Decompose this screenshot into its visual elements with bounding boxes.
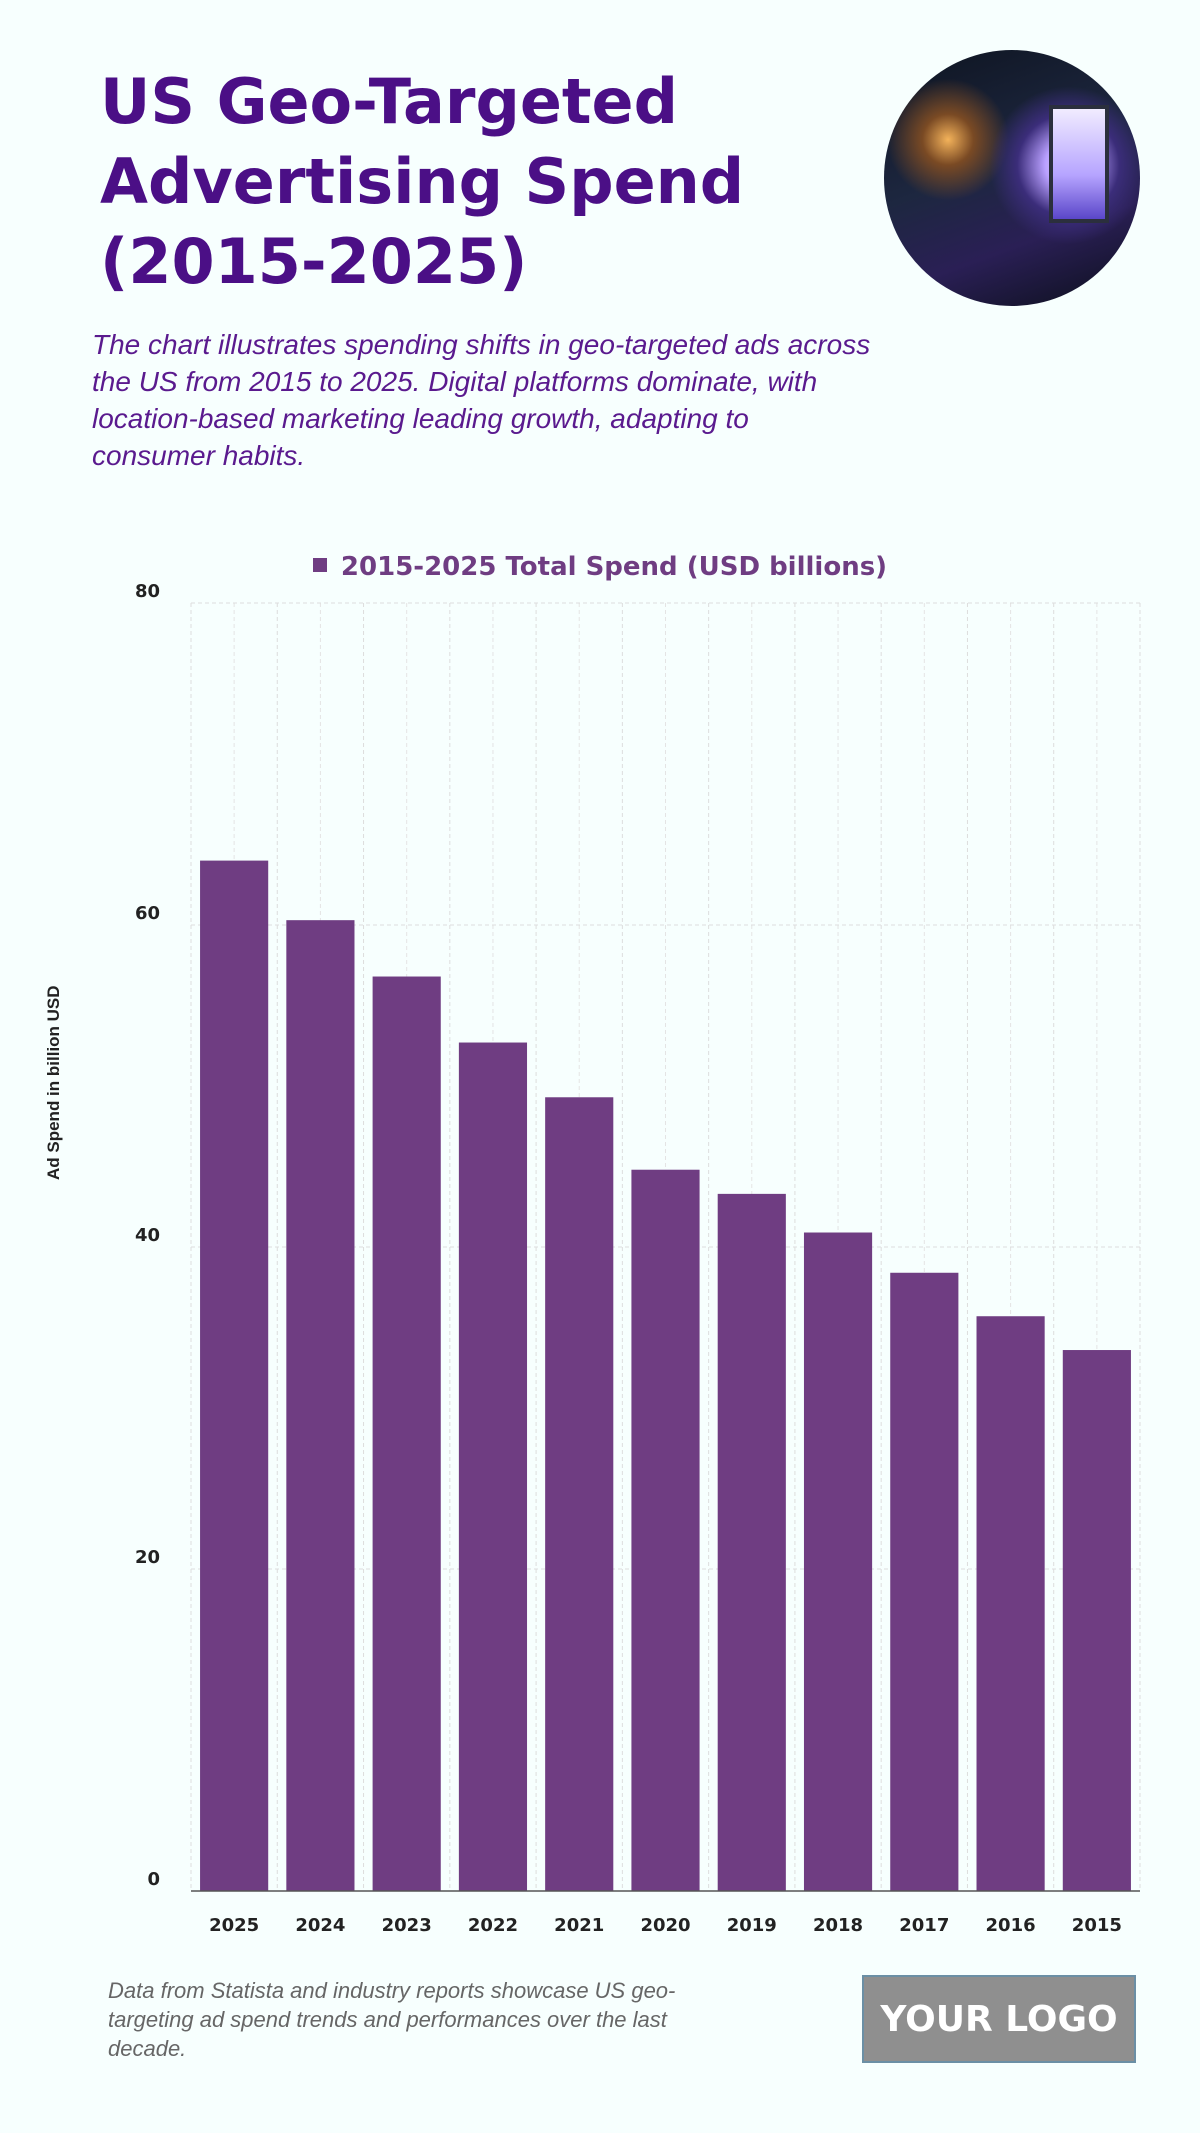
logo-placeholder: YOUR LOGO: [862, 1975, 1136, 2063]
page-subtitle: The chart illustrates spending shifts in…: [92, 329, 871, 471]
x-tick-label: 2023: [382, 1915, 432, 1936]
bar-2018: [803, 1232, 873, 1891]
bar-2024: [286, 920, 355, 1891]
x-tick-label: 2018: [813, 1915, 863, 1936]
chart-legend: 2015-2025 Total Spend (USD billions): [0, 552, 1200, 582]
x-tick-label: 2015: [1072, 1915, 1122, 1936]
page-title: US Geo-Targeted Advertising Spend (2015-…: [100, 65, 745, 298]
bar-2016: [976, 1316, 1045, 1891]
x-tick-label: 2025: [209, 1915, 259, 1936]
x-tick-label: 2017: [899, 1915, 949, 1936]
x-tick-label: 2019: [727, 1915, 777, 1936]
x-tick-label: 2024: [295, 1915, 345, 1936]
y-tick-label: 40: [135, 1225, 160, 1246]
bar-2025: [200, 860, 269, 1891]
bar-2019: [717, 1193, 786, 1891]
bar-2022: [458, 1042, 528, 1891]
bar-2021: [545, 1097, 614, 1891]
bar-2023: [372, 976, 441, 1891]
bar-2017: [890, 1272, 959, 1891]
x-tick-label: 2021: [554, 1915, 604, 1936]
footer-note: Data from Statista and industry reports …: [108, 1978, 676, 2061]
legend-label: 2015-2025 Total Spend (USD billions): [340, 552, 888, 582]
x-tick-label: 2022: [468, 1915, 518, 1936]
bar-2015: [1062, 1350, 1131, 1891]
x-tick-label: 2016: [986, 1915, 1036, 1936]
legend-swatch: [312, 558, 327, 572]
y-tick-label: 60: [135, 903, 160, 924]
x-tick-label: 2020: [640, 1915, 690, 1936]
y-tick-label: 80: [135, 581, 160, 602]
bus-stop-photo: [884, 50, 1140, 306]
y-tick-label: 20: [135, 1547, 160, 1568]
bar-2020: [631, 1169, 700, 1891]
y-tick-label: 0: [147, 1869, 160, 1890]
